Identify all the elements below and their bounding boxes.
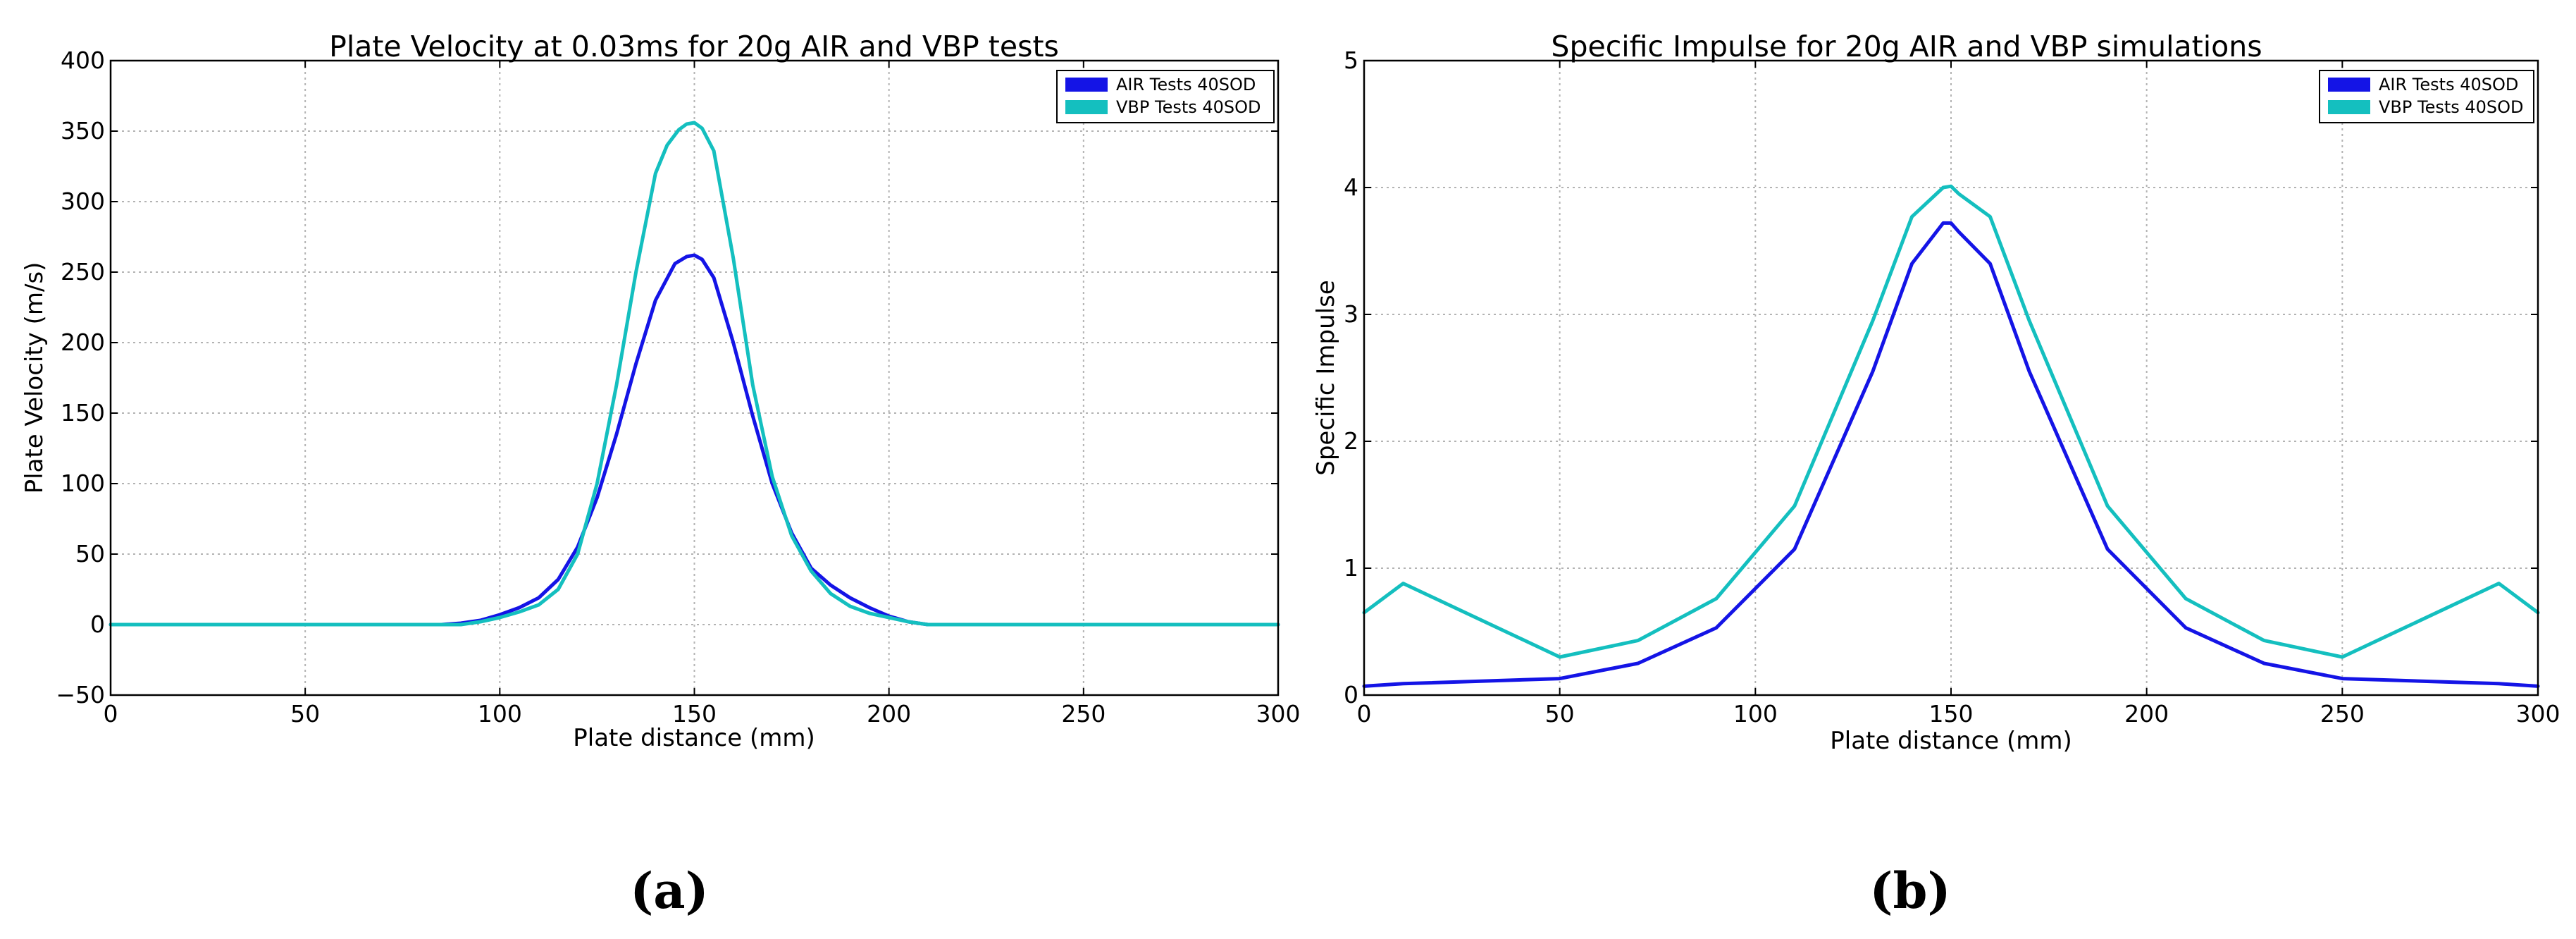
chart-a-plate-velocity: Plate Velocity at 0.03ms for 20g AIR and… bbox=[20, 30, 1301, 752]
chart-a-y-tick-label: 0 bbox=[90, 610, 105, 638]
chart-a-series-line-vbp bbox=[109, 121, 1280, 627]
chart-a-x-axis-label: Plate distance (mm) bbox=[573, 724, 815, 752]
chart-b-y-tick-label: 3 bbox=[1344, 300, 1358, 328]
chart-b-x-tick-label: 300 bbox=[2516, 700, 2560, 728]
chart-b-specific-impulse: Specific Impulse for 20g AIR and VBP sim… bbox=[1312, 30, 2560, 755]
chart-a-y-tick-label: 300 bbox=[61, 188, 105, 215]
chart-b-legend: AIR Tests 40SOD VBP Tests 40SOD bbox=[2319, 70, 2534, 123]
chart-b-x-tick-label: 200 bbox=[2124, 700, 2169, 728]
chart-a-legend: AIR Tests 40SOD VBP Tests 40SOD bbox=[1056, 70, 1275, 123]
chart-b-legend-swatch bbox=[2328, 78, 2370, 92]
chart-b-legend-label: VBP Tests 40SOD bbox=[2379, 97, 2524, 117]
chart-b-legend-swatch bbox=[2328, 100, 2370, 114]
chart-a-y-tick-label: 350 bbox=[61, 117, 105, 145]
chart-b-x-tick-label: 50 bbox=[1545, 700, 1575, 728]
chart-b-title: Specific Impulse for 20g AIR and VBP sim… bbox=[1551, 30, 2262, 63]
chart-b-x-tick-label: 250 bbox=[2320, 700, 2365, 728]
chart-a-y-tick-label: 250 bbox=[61, 258, 105, 286]
chart-a-x-tick-label: 50 bbox=[290, 700, 320, 728]
chart-a-x-tick-label: 250 bbox=[1061, 700, 1106, 728]
chart-a-y-tick-label: 200 bbox=[61, 329, 105, 356]
chart-b-y-tick-label: 5 bbox=[1344, 47, 1358, 74]
panel-label-b: (b) bbox=[1869, 861, 1950, 920]
chart-b-legend-label: AIR Tests 40SOD bbox=[2379, 75, 2518, 94]
chart-a-x-tick-label: 100 bbox=[478, 700, 522, 728]
chart-b-x-axis-label: Plate distance (mm) bbox=[1830, 727, 2072, 755]
chart-a-legend-swatch bbox=[1065, 100, 1108, 114]
chart-b-x-tick-label: 0 bbox=[1357, 700, 1372, 728]
chart-a-y-axis-label: Plate Velocity (m/s) bbox=[20, 262, 49, 494]
chart-a-legend-label: AIR Tests 40SOD bbox=[1116, 75, 1256, 94]
chart-b-series bbox=[1362, 184, 2540, 688]
chart-b-x-tick-label: 150 bbox=[1929, 700, 1974, 728]
chart-a-x-tick-label: 200 bbox=[867, 700, 911, 728]
chart-a-y-tick-label: 50 bbox=[75, 540, 105, 567]
chart-a-x-tick-label: 150 bbox=[672, 700, 717, 728]
chart-a-x-tick-label: 0 bbox=[104, 700, 118, 728]
chart-a-legend-label: VBP Tests 40SOD bbox=[1116, 97, 1261, 117]
chart-b-frame bbox=[1363, 59, 2539, 696]
chart-a-series-line-air bbox=[109, 253, 1280, 627]
chart-a-y-tick-label: 100 bbox=[61, 470, 105, 497]
chart-b-y-axis-label: Specific Impulse bbox=[1312, 280, 1340, 476]
chart-b-y-tick-label: 4 bbox=[1344, 173, 1358, 201]
chart-a-x-tick-label: 300 bbox=[1256, 700, 1301, 728]
panel-label-a: (a) bbox=[630, 861, 709, 920]
chart-a-frame bbox=[109, 59, 1280, 696]
chart-b-y-tick-label: 2 bbox=[1344, 427, 1358, 455]
chart-b-series-line-vbp bbox=[1362, 184, 2540, 659]
chart-a-series bbox=[109, 121, 1280, 627]
chart-a-title: Plate Velocity at 0.03ms for 20g AIR and… bbox=[329, 30, 1059, 63]
chart-a-y-tick-label: −50 bbox=[56, 681, 105, 708]
chart-a-legend-swatch bbox=[1065, 78, 1108, 92]
chart-a-y-tick-label: 400 bbox=[61, 47, 105, 74]
chart-b-y-tick-label: 1 bbox=[1344, 554, 1358, 582]
chart-b-x-tick-label: 100 bbox=[1733, 700, 1778, 728]
chart-a-y-tick-label: 150 bbox=[61, 399, 105, 426]
chart-b-y-tick-label: 0 bbox=[1344, 681, 1358, 708]
chart-a-ticks: 0 50 100 150 200 250 300−500501001502002503003… bbox=[56, 47, 1300, 728]
chart-b-series-line-air bbox=[1362, 221, 2540, 688]
